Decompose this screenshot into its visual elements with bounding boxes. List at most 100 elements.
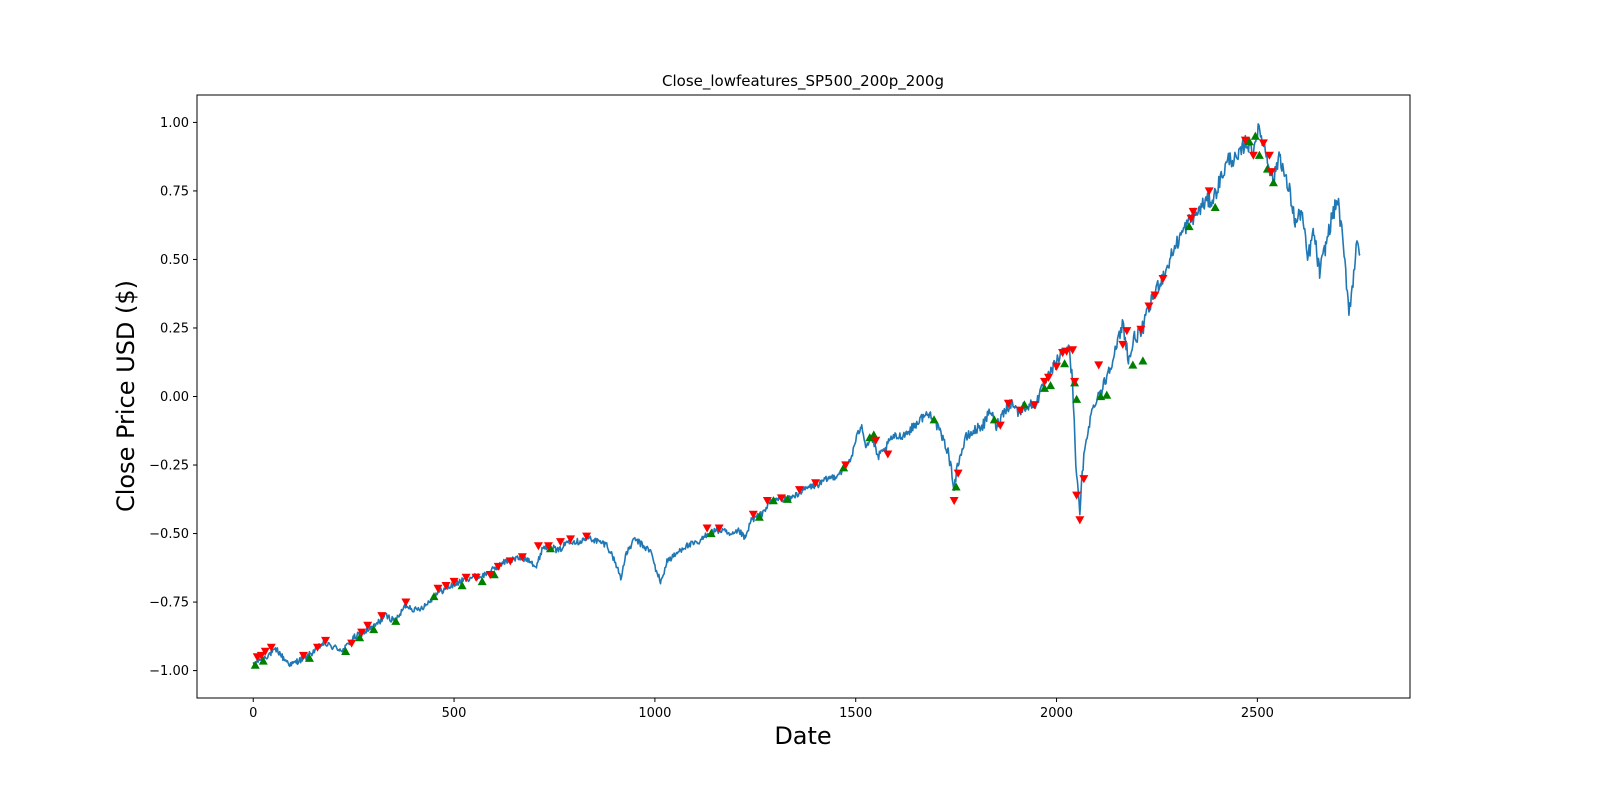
sell-marker xyxy=(995,421,1005,430)
sell-marker xyxy=(1015,406,1025,415)
sell-marker xyxy=(811,479,821,488)
x-axis-label: Date xyxy=(774,722,831,750)
buy-marker xyxy=(1060,359,1070,368)
buy-marker xyxy=(304,653,314,662)
buy-marker xyxy=(869,430,879,439)
sell-marker xyxy=(871,436,881,445)
x-tick-label: 2000 xyxy=(1040,706,1073,721)
sell-marker xyxy=(533,542,543,551)
y-tick-label: 0.25 xyxy=(160,321,189,336)
sell-marker xyxy=(883,450,893,459)
sell-marker xyxy=(953,469,963,478)
sell-marker xyxy=(347,639,357,648)
buy-marker xyxy=(1254,150,1264,159)
sell-marker xyxy=(566,535,576,544)
sell-marker xyxy=(748,510,758,519)
buy-marker xyxy=(355,633,365,642)
x-tick-label: 1000 xyxy=(638,706,671,721)
sell-marker xyxy=(841,461,851,470)
sell-marker xyxy=(1070,377,1080,386)
sell-marker xyxy=(321,636,331,645)
sell-marker xyxy=(1075,516,1085,525)
sell-marker xyxy=(582,532,592,541)
sell-marker xyxy=(433,584,443,593)
sell-marker xyxy=(505,557,515,566)
buy-marker xyxy=(1046,381,1056,390)
buy-marker xyxy=(1102,390,1112,399)
sell-marker xyxy=(1258,139,1268,148)
buy-marker xyxy=(1019,400,1029,409)
buy-marker xyxy=(782,494,792,503)
buy-marker xyxy=(258,656,268,665)
sell-marker xyxy=(377,612,387,621)
x-tick-label: 2500 xyxy=(1241,706,1274,721)
sell-marker xyxy=(493,562,503,571)
sell-marker xyxy=(543,542,553,551)
sell-marker xyxy=(401,598,411,607)
y-axis: 1.00 0.75 0.50 0.25 0.00 −0.25 −0.50 −0.75 −1.00 xyxy=(149,116,197,679)
buy-marker xyxy=(754,512,764,521)
sell-marker xyxy=(485,571,495,580)
sell-marker xyxy=(1072,491,1082,500)
buy-marker xyxy=(865,433,875,442)
sell-marker xyxy=(1264,151,1274,160)
sell-marker xyxy=(298,651,308,661)
y-tick-label: −0.75 xyxy=(149,596,189,611)
sell-marker xyxy=(1039,377,1049,386)
buy-marker xyxy=(1210,202,1220,211)
y-tick-label: −1.00 xyxy=(149,664,189,679)
sell-marker xyxy=(1150,291,1160,300)
sell-marker xyxy=(312,643,322,652)
sell-marker xyxy=(776,494,786,503)
sell-marker xyxy=(1094,361,1104,370)
buy-marker xyxy=(1268,178,1278,187)
buy-marker xyxy=(1039,383,1049,392)
buy-marker xyxy=(1244,137,1254,146)
buy-marker xyxy=(768,496,778,505)
sell-marker xyxy=(1248,151,1258,160)
sell-marker xyxy=(1029,401,1039,410)
sell-marker xyxy=(1188,207,1198,216)
sell-marker xyxy=(363,621,373,630)
y-tick-label: 0.50 xyxy=(160,253,189,268)
y-tick-label: 0.00 xyxy=(160,390,189,405)
sell-marker xyxy=(1158,275,1168,284)
price-line xyxy=(252,123,1361,668)
sell-marker xyxy=(1079,475,1089,484)
buy-marker xyxy=(989,415,999,424)
sell-marker xyxy=(1186,214,1196,223)
buy-marker xyxy=(457,581,467,590)
sell-marker xyxy=(949,497,959,506)
buy-marker xyxy=(489,570,499,579)
buy-marker xyxy=(391,616,401,625)
sell-marker xyxy=(1122,327,1132,336)
sell-marker xyxy=(461,573,471,582)
y-tick-label: −0.50 xyxy=(149,527,189,542)
x-axis: 0 500 1000 1500 2000 2500 xyxy=(249,698,1274,721)
sell-marker xyxy=(357,628,367,637)
sell-marker xyxy=(471,573,481,582)
sell-marker xyxy=(266,643,276,652)
sell-marker xyxy=(1144,302,1154,311)
sell-marker xyxy=(1118,340,1128,349)
sell-marker xyxy=(449,577,459,587)
x-tick-label: 1500 xyxy=(839,706,872,721)
buy-marker xyxy=(477,577,487,586)
sell-marker xyxy=(1003,399,1013,408)
sell-marker xyxy=(1068,346,1078,355)
buy-marker xyxy=(706,529,716,538)
y-axis-label: Close Price USD ($) xyxy=(112,280,140,512)
buy-marker xyxy=(1138,356,1148,365)
sell-marker xyxy=(702,524,712,533)
x-tick-label: 0 xyxy=(249,706,257,721)
buy-marker xyxy=(1250,131,1260,140)
sell-marker xyxy=(1062,347,1072,356)
sell-marker xyxy=(260,647,270,656)
y-tick-label: 1.00 xyxy=(160,116,189,131)
sell-marker xyxy=(1204,187,1214,196)
sell-marker xyxy=(1052,362,1062,371)
buy-marker xyxy=(839,463,849,472)
